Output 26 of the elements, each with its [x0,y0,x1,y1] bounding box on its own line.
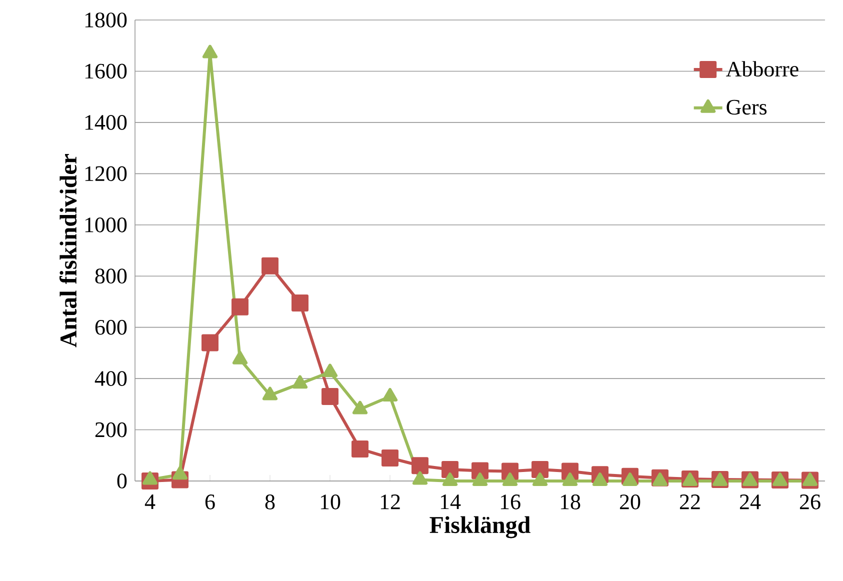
x-tick-label: 12 [380,494,400,510]
y-tick-label: 0 [117,474,127,488]
y-tick-label: 1600 [85,64,127,79]
y-tick-label: 1800 [85,12,127,28]
x-tick-label: 8 [265,494,275,510]
y-axis-title: Antal fiskindivider [59,154,77,348]
legend-label: Abborre [726,61,798,77]
x-tick-label: 24 [740,494,761,510]
y-tick-label: 1400 [85,115,127,130]
x-tick-label: 20 [620,494,640,510]
y-tick-label: 1000 [85,217,127,232]
x-tick-label: 18 [560,494,580,510]
x-tick-label: 4 [144,494,156,510]
x-tick-label: 10 [320,494,340,510]
y-tick-label: 1200 [85,166,127,182]
x-axis-title: Fisklängd [430,516,530,538]
x-tick-label: 6 [205,494,215,510]
x-tick-label: 22 [680,494,700,510]
y-tick-label: 600 [95,320,127,335]
y-tick-label: 200 [95,422,127,438]
y-tick-label: 800 [95,268,127,284]
x-tick-label: 16 [500,494,520,510]
x-tick-label: 26 [800,494,820,510]
legend-label: Gers [726,100,767,115]
x-tick-label: 14 [440,494,461,510]
y-tick-label: 400 [94,371,127,386]
